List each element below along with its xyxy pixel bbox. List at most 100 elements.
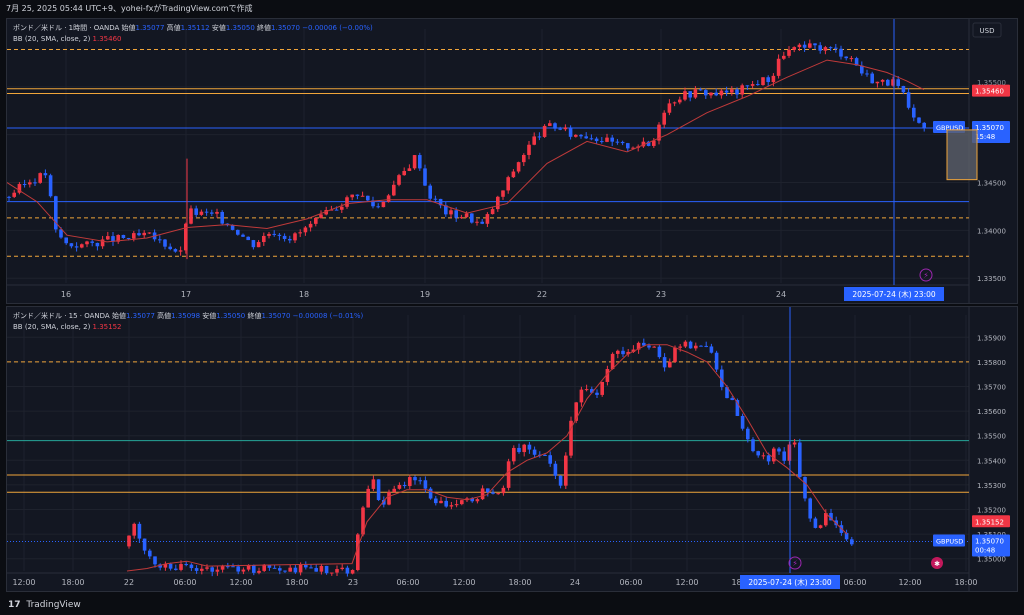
candle <box>319 210 323 219</box>
candle <box>896 75 900 89</box>
candle <box>891 76 895 87</box>
chart-panel-1h[interactable]: 1.355001.350001.345001.340001.3350016171… <box>6 18 1018 304</box>
candle <box>579 134 583 139</box>
candle <box>558 126 562 131</box>
time-tick-label: 22 <box>124 578 134 587</box>
price-tick-label: 1.35300 <box>977 482 1006 490</box>
candle <box>288 235 292 244</box>
candle <box>693 86 698 99</box>
candle <box>158 563 162 571</box>
candle <box>683 87 687 102</box>
candle <box>584 132 588 139</box>
candle <box>480 485 485 501</box>
candle <box>210 566 214 577</box>
candle <box>95 242 100 251</box>
candle <box>418 477 422 485</box>
candle <box>574 401 578 424</box>
candle <box>460 499 464 506</box>
candle <box>600 137 604 144</box>
currency-button[interactable]: USD <box>972 22 1002 38</box>
candle <box>376 203 380 209</box>
candle <box>298 229 302 238</box>
candle <box>439 496 443 504</box>
candle <box>610 352 615 370</box>
price-tick-label: 1.35400 <box>977 457 1006 465</box>
candle <box>818 42 822 54</box>
candle <box>714 88 718 97</box>
candle <box>475 218 479 226</box>
time-tick-label: 12:00 <box>898 578 921 587</box>
candle <box>740 83 744 99</box>
candle <box>330 572 334 576</box>
candle <box>621 346 625 357</box>
svg-text:1.35460: 1.35460 <box>975 88 1004 96</box>
event-icon[interactable]: ✱ <box>931 557 943 569</box>
price-range-box[interactable] <box>946 129 978 181</box>
candle <box>724 86 729 97</box>
price-tick-label: 1.35200 <box>977 507 1006 515</box>
lightning-icon[interactable]: ⚡ <box>788 556 802 570</box>
candle <box>756 450 760 458</box>
candle <box>646 140 651 147</box>
countdown-label: 00:48 <box>975 546 995 554</box>
candle <box>111 232 115 246</box>
candle <box>694 342 698 351</box>
candle <box>652 345 656 348</box>
candle <box>387 489 391 506</box>
candle <box>626 142 630 152</box>
candle <box>116 234 120 244</box>
candle <box>512 445 516 465</box>
chart-15m-svg[interactable]: 1.35900 1.35800 1.35700 1.35600 1.35500 1.354… <box>7 307 1017 591</box>
candle <box>667 99 672 116</box>
candle <box>678 96 682 105</box>
candle <box>267 232 271 239</box>
candle <box>189 205 193 225</box>
header-text: 7月 25, 2025 05:44 UTC+9、yohei-fxがTrading… <box>0 0 1024 18</box>
candle <box>350 194 354 201</box>
candle <box>428 183 432 201</box>
candle <box>704 341 708 348</box>
candle <box>615 138 620 145</box>
price-tick-label: 1.34000 <box>977 227 1006 235</box>
chart-1h-svg[interactable]: 1.355001.350001.345001.340001.3350016171… <box>7 19 1017 303</box>
lightning-icon[interactable]: ⚡ <box>919 268 933 282</box>
candle <box>251 239 256 250</box>
crosshair-time-label: 2025-07-24 (木) 23:00 <box>844 287 944 301</box>
tradingview-logo-icon: 17 <box>8 600 21 610</box>
candle <box>652 137 656 148</box>
candle <box>792 438 797 448</box>
candle <box>407 164 412 172</box>
candle <box>33 178 37 187</box>
ticker-label: GBPUSD <box>936 124 963 132</box>
candle <box>200 564 204 575</box>
candle <box>569 416 573 459</box>
candle <box>886 78 890 87</box>
candle <box>548 451 552 467</box>
candle <box>127 535 131 549</box>
price-tick-label-extra: 1.35500 <box>977 79 1006 87</box>
footer-brand[interactable]: TradingView <box>26 600 81 610</box>
candle <box>340 203 344 214</box>
candle <box>449 501 454 510</box>
candle <box>761 77 765 86</box>
candle <box>174 564 178 571</box>
time-tick-label: 22 <box>537 290 547 299</box>
candle <box>480 219 484 225</box>
candle <box>345 565 350 577</box>
candle <box>912 104 916 122</box>
candle <box>839 45 843 60</box>
candle <box>12 189 16 199</box>
candle <box>142 538 147 555</box>
bb-price-tag: 1.35460 <box>972 84 1010 97</box>
candle <box>236 229 240 236</box>
time-tick-label: 12:00 <box>452 578 475 587</box>
candle <box>490 206 495 215</box>
candle <box>147 232 152 234</box>
candle <box>850 536 854 546</box>
time-tick-label: 16 <box>61 290 71 299</box>
candle <box>392 485 396 493</box>
chart-panel-15m[interactable]: 1.35900 1.35800 1.35700 1.35600 1.35500 1.354… <box>6 306 1018 592</box>
candle <box>236 564 240 575</box>
svg-text:1.35152: 1.35152 <box>975 518 1004 526</box>
candle <box>772 446 776 464</box>
